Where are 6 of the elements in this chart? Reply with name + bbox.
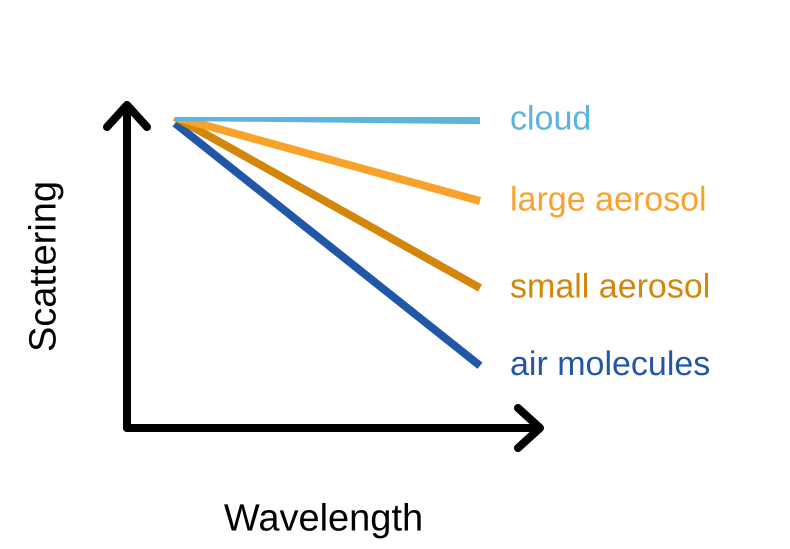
x-axis-title: Wavelength	[224, 497, 424, 540]
series-label: small aerosol	[510, 267, 710, 306]
y-axis-title: Scattering	[22, 180, 64, 352]
series-label: large aerosol	[510, 180, 707, 218]
series-label: cloud	[510, 99, 592, 138]
series-label: air molecules	[510, 345, 710, 384]
